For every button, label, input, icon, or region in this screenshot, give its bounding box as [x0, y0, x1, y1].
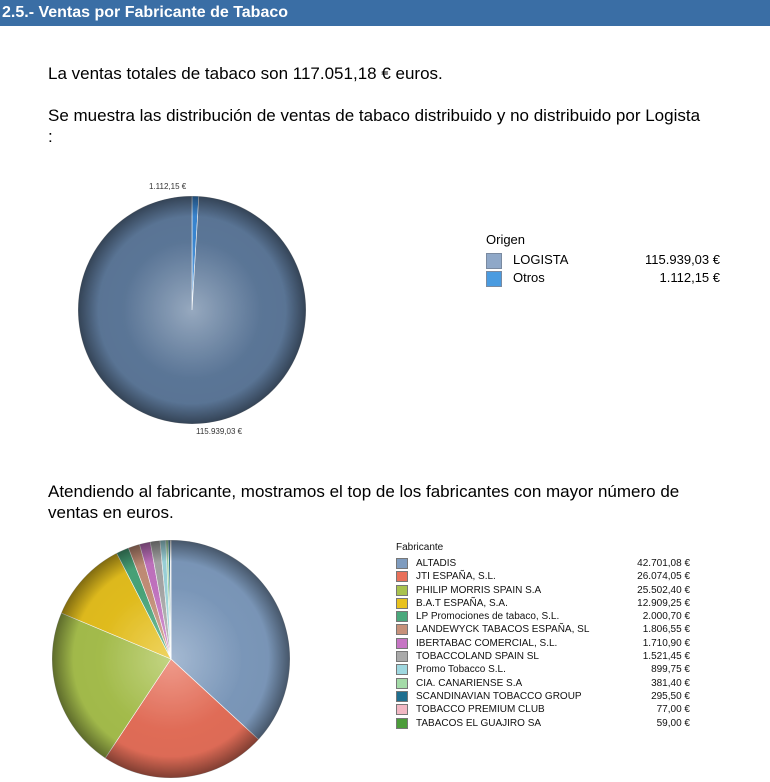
legend-row-manufacturer: PHILIP MORRIS SPAIN S.A 25.502,40 € [396, 584, 696, 597]
section-header: 2.5.- Ventas por Fabricante de Tabaco [0, 0, 770, 26]
section-title: 2.5.- Ventas por Fabricante de Tabaco [2, 4, 289, 21]
legend-label-logista: LOGISTA [513, 252, 569, 267]
legend-value: 1.806,55 € [642, 624, 690, 636]
legend-row-manufacturer: TOBACCO PREMIUM CLUB 77,00 € [396, 703, 696, 716]
legend-swatch [396, 571, 408, 583]
legend-swatch [396, 717, 408, 729]
manufacturer-slice-6 [139, 541, 172, 660]
legend-value: 59,00 € [656, 717, 690, 729]
legend-row-manufacturer: CIA. CANARIENSE S.A 381,40 € [396, 677, 696, 690]
manufacturer-legend: Fabricante ALTADIS 42.701,08 € JTI ESPAÑA,… [396, 541, 696, 730]
pie1-label-logista: 115.939,03 € [196, 427, 243, 436]
legend-label: CIA. CANARIENSE S.A [416, 677, 523, 689]
legend-swatch [396, 597, 408, 609]
manufacturer-slice-5 [128, 543, 172, 660]
legend-row-manufacturer: TABACOS EL GUAJIRO SA 59,00 € [396, 717, 696, 730]
origin-slice-1 [77, 195, 307, 425]
legend-label: LP Promociones de tabaco, S.L. [416, 611, 560, 623]
legend-label-otros: Otros [513, 270, 545, 285]
legend-row-manufacturer: Promo Tobacco S.L. 899,75 € [396, 663, 696, 676]
legend-swatch [396, 664, 408, 676]
legend-swatch [396, 611, 408, 623]
legend-swatch [396, 704, 408, 716]
legend-value: 2.000,70 € [642, 611, 690, 623]
manufacturer-slice-11 [169, 539, 172, 660]
legend-value: 1.710,90 € [642, 637, 690, 649]
legend-label: TOBACCO PREMIUM CLUB [416, 704, 545, 716]
legend-value: 12.909,25 € [637, 597, 690, 609]
manufacturer-slice-1 [104, 658, 260, 779]
manufacturer-slice-0 [170, 539, 291, 740]
legend-row-manufacturer: LP Promociones de tabaco, S.L. 2.000,70 € [396, 610, 696, 623]
legend-value: 295,50 € [651, 690, 690, 702]
manufacturer-slice-7 [149, 540, 172, 660]
legend-value: 26.074,05 € [637, 571, 690, 583]
legend-value: 42.701,08 € [637, 558, 690, 569]
legend-row-manufacturer: TOBACCOLAND SPAIN SL 1.521,45 € [396, 650, 696, 663]
legend-swatch [396, 558, 408, 569]
manufacturer-slice-9 [165, 539, 172, 660]
distribution-text: Se muestra las distribución de ventas de… [48, 106, 701, 146]
pie1-label-otros: 1.112,15 € [149, 182, 187, 191]
total-sales-text: La ventas totales de tabaco son 117.051,… [48, 64, 443, 83]
legend-row-manufacturer: IBERTABAC COMERCIAL, S.L. 1.710,90 € [396, 637, 696, 650]
legend-value: 25.502,40 € [637, 584, 690, 596]
legend-label: JTI ESPAÑA, S.L. [416, 571, 496, 583]
manufacturer-slice-4 [116, 547, 172, 660]
legend-swatch [396, 690, 408, 702]
legend-label: PHILIP MORRIS SPAIN S.A [416, 584, 542, 596]
legend-row-logista: LOGISTA 115.939,03 € [486, 251, 726, 269]
legend-swatch [396, 637, 408, 649]
legend-value: 899,75 € [651, 664, 690, 676]
manufacturer-slice-8 [159, 539, 172, 660]
legend-label: LANDEWYCK TABACOS ESPAÑA, SL [416, 624, 590, 636]
legend-row-manufacturer: SCANDINAVIAN TOBACCO GROUP 295,50 € [396, 690, 696, 703]
legend-label: TOBACCOLAND SPAIN SL [416, 651, 539, 663]
legend-swatch-logista [486, 253, 502, 269]
legend-label: SCANDINAVIAN TOBACCO GROUP [416, 690, 582, 702]
legend-value: 1.521,45 € [642, 651, 690, 663]
legend-swatch-otros [486, 271, 502, 287]
manufacturer-legend-title: Fabricante [396, 542, 444, 553]
manufacturer-slice-10 [167, 539, 172, 660]
legend-row-manufacturer: B.A.T ESPAÑA, S.A. 12.909,25 € [396, 597, 696, 610]
origin-legend-title: Origen [486, 232, 526, 247]
origin-legend: Origen LOGISTA 115.939,03 € Otros 1.112,… [486, 232, 726, 287]
legend-value-otros: 1.112,15 € [659, 270, 720, 285]
manufacturer-slice-2 [51, 612, 172, 759]
manufacturer-text: Atendiendo al fabricante, mostramos el t… [48, 482, 680, 522]
legend-label: ALTADIS [416, 558, 457, 569]
legend-row-otros: Otros 1.112,15 € [486, 269, 726, 287]
legend-value-logista: 115.939,03 € [645, 252, 720, 267]
legend-swatch [396, 584, 408, 596]
manufacturer-slice-3 [60, 552, 172, 660]
legend-row-manufacturer: LANDEWYCK TABACOS ESPAÑA, SL 1.806,55 € [396, 623, 696, 636]
legend-row-manufacturer: JTI ESPAÑA, S.L. 26.074,05 € [396, 570, 696, 583]
legend-swatch [396, 651, 408, 663]
legend-label: B.A.T ESPAÑA, S.A. [416, 597, 508, 609]
legend-label: Promo Tobacco S.L. [416, 664, 506, 676]
legend-swatch [396, 624, 408, 636]
legend-label: IBERTABAC COMERCIAL, S.L. [416, 637, 558, 649]
legend-row-manufacturer: ALTADIS 42.701,08 € [396, 557, 696, 570]
legend-value: 381,40 € [651, 677, 690, 689]
legend-swatch [396, 677, 408, 689]
legend-value: 77,00 € [656, 704, 690, 716]
origin-slice-0 [191, 195, 200, 311]
legend-label: TABACOS EL GUAJIRO SA [416, 717, 542, 729]
